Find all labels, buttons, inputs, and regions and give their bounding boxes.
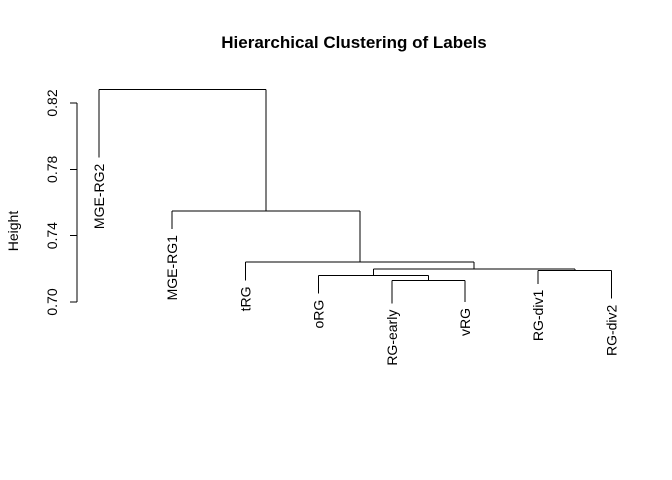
leaf-labels: MGE-RG2 MGE-RG1 tRG oRG RG-early vRG RG-div1 RG… bbox=[91, 164, 619, 366]
leaf-label: RG-div2 bbox=[603, 304, 619, 356]
dendrogram-tree bbox=[98, 89, 612, 304]
y-tick-label: 0.70 bbox=[44, 288, 60, 315]
leaf-label: vRG bbox=[457, 308, 473, 336]
y-tick-label: 0.74 bbox=[44, 222, 60, 249]
y-axis: 0.70 0.74 0.78 0.82 bbox=[44, 89, 78, 316]
leaf-label: RG-early bbox=[384, 310, 400, 366]
leaf-label: MGE-RG1 bbox=[164, 235, 180, 301]
leaf-label: RG-div1 bbox=[530, 290, 546, 342]
y-axis-label: Height bbox=[5, 211, 21, 252]
chart-title: Hierarchical Clustering of Labels bbox=[221, 33, 486, 52]
leaf-label: oRG bbox=[311, 300, 327, 329]
leaf-label: MGE-RG2 bbox=[91, 164, 107, 230]
leaf-label: tRG bbox=[237, 286, 253, 311]
y-tick-label: 0.82 bbox=[44, 89, 60, 116]
y-tick-label: 0.78 bbox=[44, 155, 60, 182]
